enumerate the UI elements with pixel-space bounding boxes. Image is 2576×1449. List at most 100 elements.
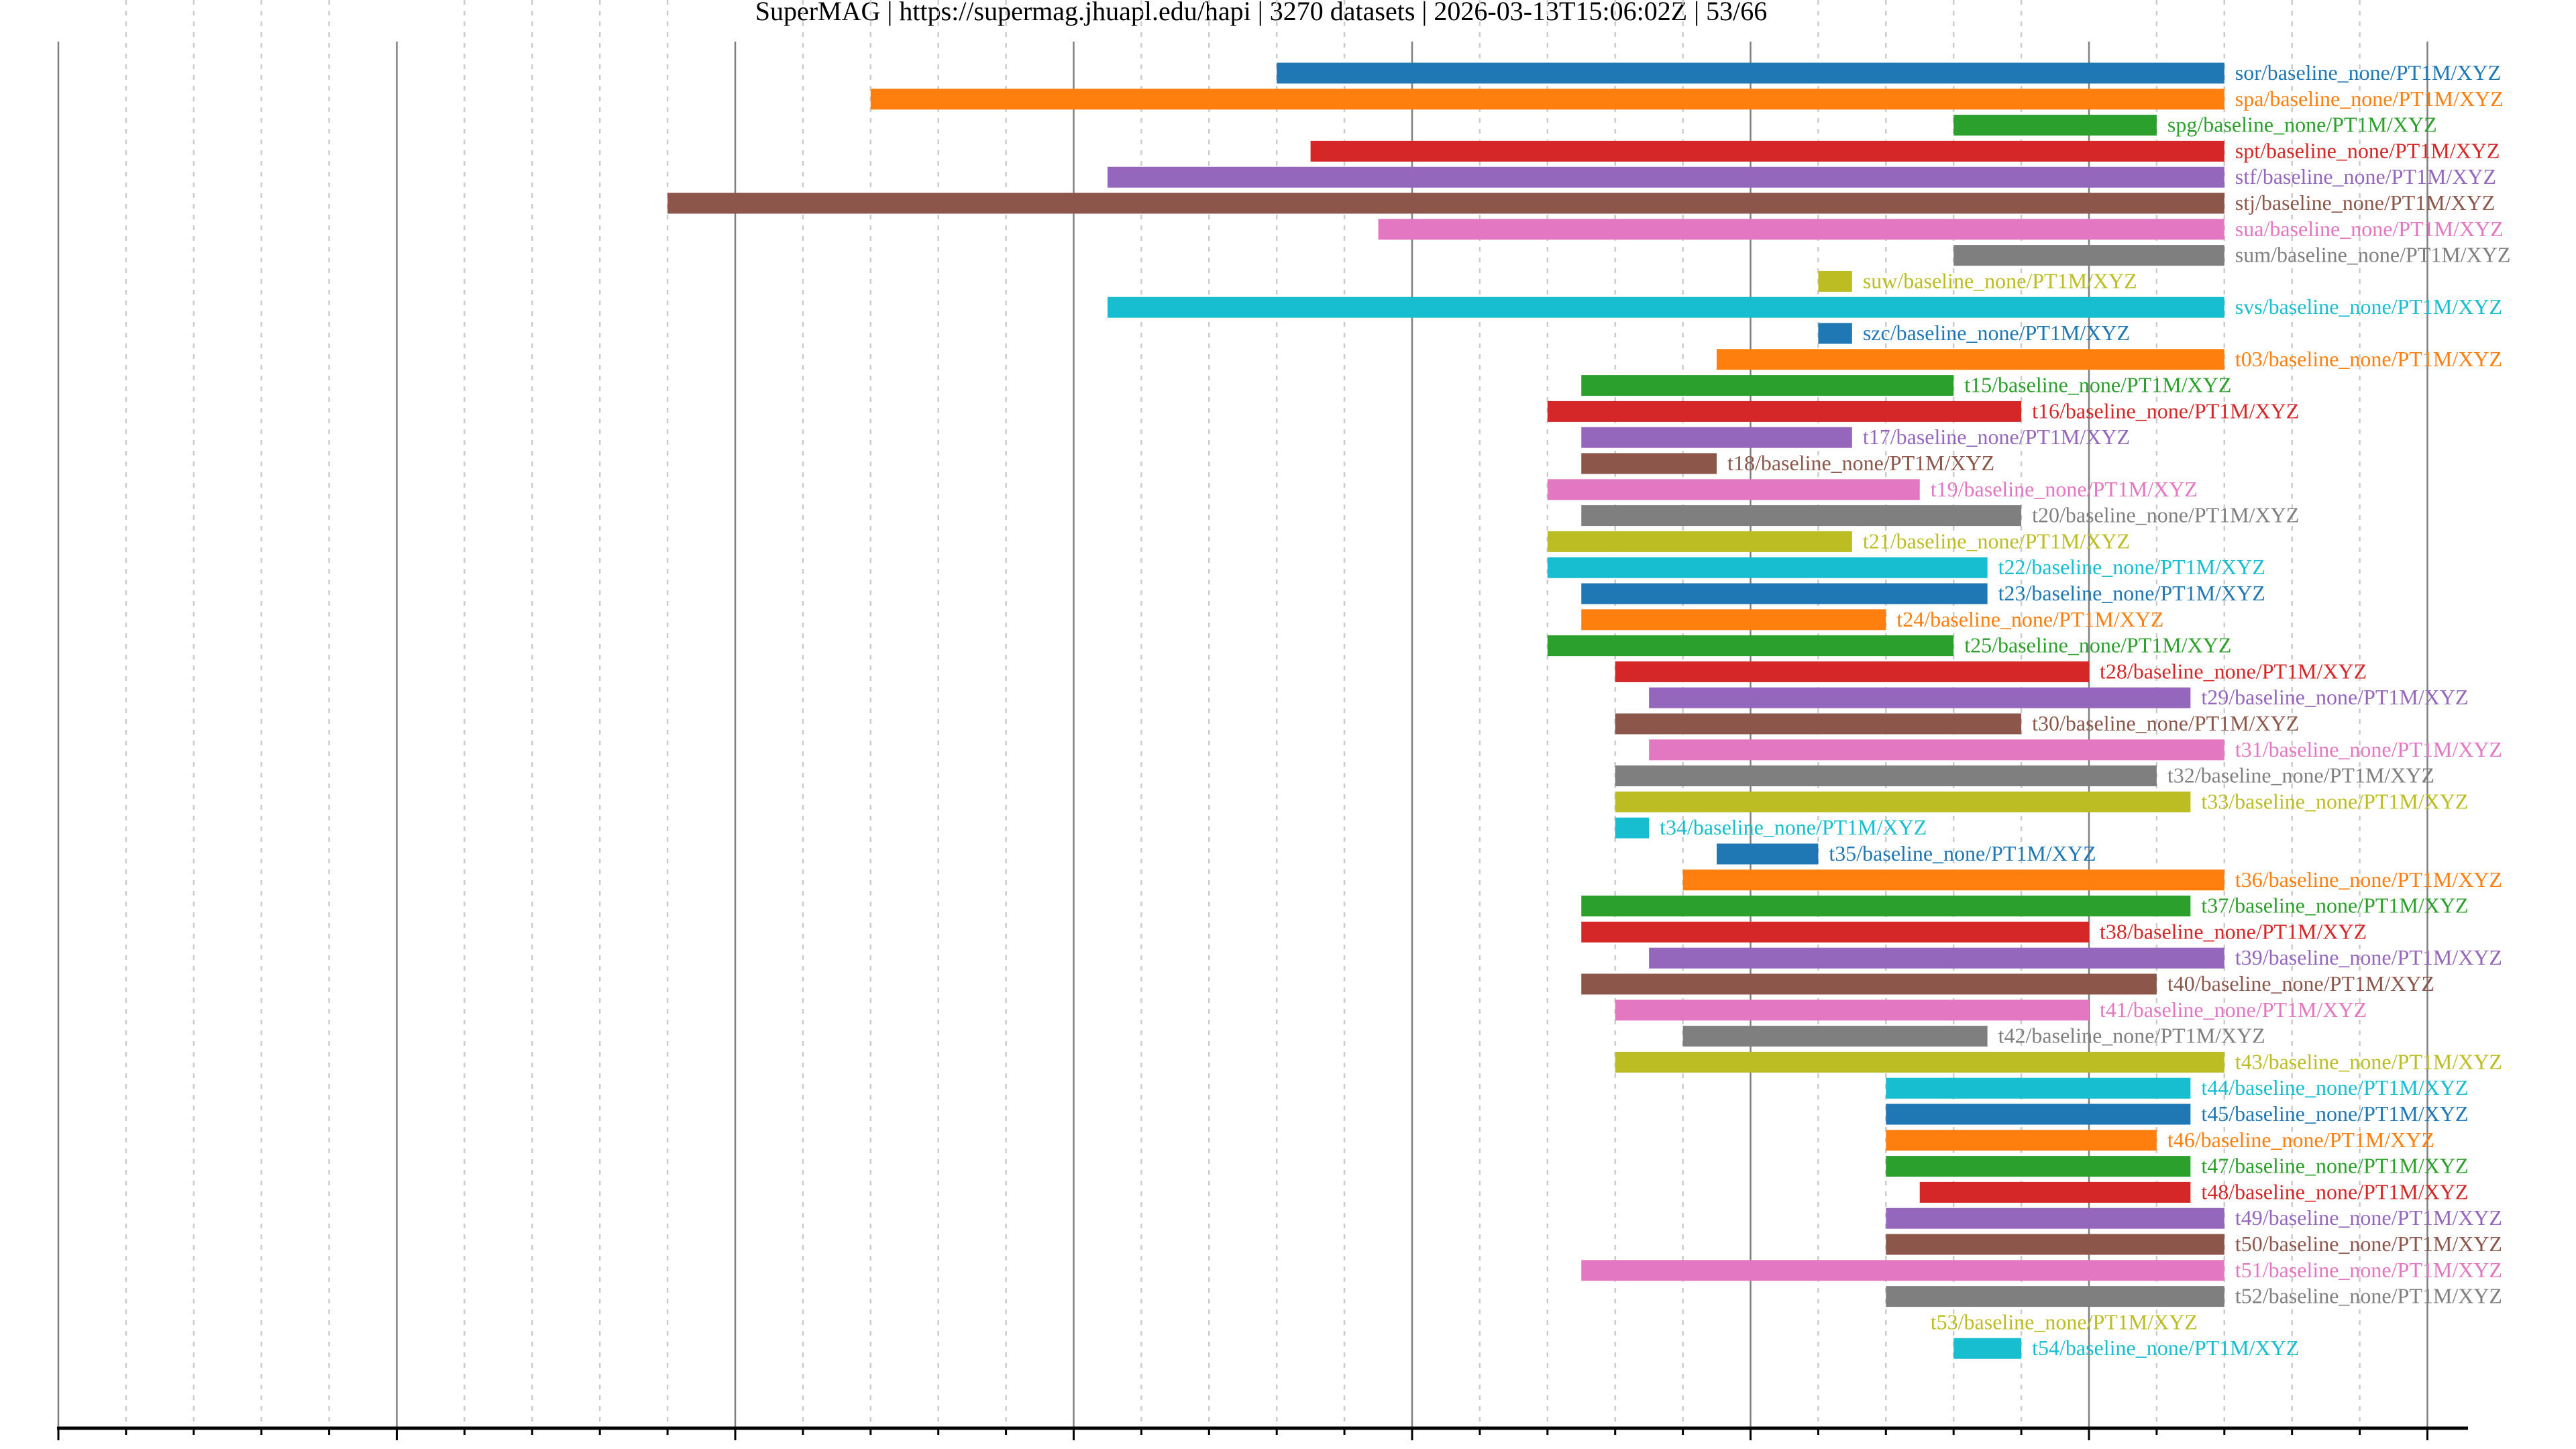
bar-label: t34/baseline_none/PT1M/XYZ <box>1660 815 1927 839</box>
timeline-bar <box>1277 62 2224 84</box>
bar-label: spa/baseline_none/PT1M/XYZ <box>2235 87 2504 111</box>
bar-label: stf/baseline_none/PT1M/XYZ <box>2235 164 2496 189</box>
bar-label: svs/baseline_none/PT1M/XYZ <box>2235 294 2502 319</box>
timeline-bar <box>1581 921 2089 943</box>
timeline-bar <box>1107 166 2224 188</box>
timeline-bar <box>1818 323 1852 344</box>
bar-label: t18/baseline_none/PT1M/XYZ <box>1727 451 1994 475</box>
bar-label: t25/baseline_none/PT1M/XYZ <box>1964 633 2231 657</box>
bar-label: t43/baseline_none/PT1M/XYZ <box>2235 1049 2502 1073</box>
timeline-bar <box>1547 635 1954 657</box>
bar-label: t19/baseline_none/PT1M/XYZ <box>1931 477 2198 501</box>
bar-label: t47/baseline_none/PT1M/XYZ <box>2201 1154 2468 1178</box>
bar-label: t52/baseline_none/PT1M/XYZ <box>2235 1284 2502 1308</box>
x-tick-label: 2030 <box>2402 1445 2453 1449</box>
timeline-bar <box>1581 609 1886 631</box>
x-tick-label: 1990 <box>1049 1445 1099 1449</box>
bar-label: t42/baseline_none/PT1M/XYZ <box>1998 1024 2265 1048</box>
timeline-bar <box>1717 843 1819 865</box>
bar-label: sor/baseline_none/PT1M/XYZ <box>2235 60 2501 85</box>
x-tick-label: 1960 <box>33 1445 84 1449</box>
timeline-bar <box>1310 140 2224 162</box>
bar-label: t50/baseline_none/PT1M/XYZ <box>2235 1232 2502 1256</box>
bar-label: stj/baseline_none/PT1M/XYZ <box>2235 191 2496 215</box>
bar-label: t44/baseline_none/PT1M/XYZ <box>2201 1075 2468 1099</box>
timeline-bar <box>1615 817 1650 839</box>
timeline-bar <box>1581 453 1717 474</box>
bar-label: suw/baseline_none/PT1M/XYZ <box>1863 268 2137 292</box>
bar-label: t15/baseline_none/PT1M/XYZ <box>1964 373 2231 397</box>
timeline-bar <box>1581 1260 2224 1281</box>
bar-label: t33/baseline_none/PT1M/XYZ <box>2201 789 2468 813</box>
bar-label: spg/baseline_none/PT1M/XYZ <box>2167 113 2437 137</box>
x-tick-label: 2010 <box>1725 1445 1776 1449</box>
bar-label: t41/baseline_none/PT1M/XYZ <box>2100 998 2367 1022</box>
bar-label: t53/baseline_none/PT1M/XYZ <box>1931 1309 2198 1334</box>
timeline-bar <box>1107 297 2224 318</box>
x-tick-label: 1980 <box>710 1445 761 1449</box>
bar-label: t32/baseline_none/PT1M/XYZ <box>2167 763 2434 788</box>
timeline-bar <box>1581 583 1988 604</box>
bar-label: t45/baseline_none/PT1M/XYZ <box>2201 1102 2468 1126</box>
bar-label: t38/baseline_none/PT1M/XYZ <box>2100 919 2367 943</box>
bar-label: t23/baseline_none/PT1M/XYZ <box>1998 581 2265 605</box>
bar-label: t03/baseline_none/PT1M/XYZ <box>2235 347 2502 371</box>
timeline-bar <box>1547 400 2022 422</box>
bars <box>667 62 2224 1359</box>
timeline-bar <box>1649 739 2224 761</box>
bar-label: t29/baseline_none/PT1M/XYZ <box>2201 685 2468 709</box>
bar-label: t22/baseline_none/PT1M/XYZ <box>1998 555 2265 579</box>
timeline-bar <box>1547 531 1852 552</box>
timeline-bar <box>1581 505 2022 527</box>
bar-label: t46/baseline_none/PT1M/XYZ <box>2167 1128 2434 1152</box>
timeline-bar <box>1886 1130 2157 1151</box>
bar-label: sua/baseline_none/PT1M/XYZ <box>2235 217 2504 241</box>
timeline-bar <box>667 193 2224 214</box>
timeline-bar <box>1886 1208 2224 1229</box>
timeline-bar <box>1581 427 1852 448</box>
bar-label: t17/baseline_none/PT1M/XYZ <box>1863 425 2130 449</box>
timeline-bar <box>1615 713 2022 735</box>
x-tick-label: 2000 <box>1387 1445 1438 1449</box>
timeline-bar <box>1378 219 2224 240</box>
timeline-bar <box>870 89 2224 110</box>
x-axis: 1960 1970 1980 1990 2000 2010 2020 2030 <box>33 1426 2469 1449</box>
bar-label: t20/baseline_none/PT1M/XYZ <box>2032 503 2299 527</box>
timeline-bar <box>1886 1156 2191 1177</box>
timeline-bar <box>1581 375 1954 396</box>
bar-label: t51/baseline_none/PT1M/XYZ <box>2235 1258 2502 1282</box>
timeline-bar <box>1953 245 2224 266</box>
bar-label: szc/baseline_none/PT1M/XYZ <box>1863 321 2130 345</box>
bar-label: t21/baseline_none/PT1M/XYZ <box>1863 529 2130 553</box>
timeline-bar <box>1615 791 2191 812</box>
timeline-bar <box>1953 115 2157 136</box>
timeline-bar <box>1615 1000 2089 1021</box>
timeline-bar <box>1886 1286 2224 1307</box>
timeline-bar <box>1649 947 2224 969</box>
timeline-bar <box>1547 479 1920 500</box>
bar-label: t24/baseline_none/PT1M/XYZ <box>1896 607 2163 631</box>
bar-label: t16/baseline_none/PT1M/XYZ <box>2032 398 2299 423</box>
timeline-bar <box>1615 661 2089 682</box>
timeline-bar <box>1682 1026 1988 1047</box>
bar-label: sum/baseline_none/PT1M/XYZ <box>2235 243 2511 267</box>
timeline-bar <box>1581 973 2157 995</box>
timeline-bar <box>1649 687 2191 708</box>
bar-label: t54/baseline_none/PT1M/XYZ <box>2032 1336 2299 1360</box>
bar-label: spt/baseline_none/PT1M/XYZ <box>2235 138 2500 162</box>
timeline-bar <box>1581 896 2191 917</box>
chart-title: SuperMAG | https://supermag.jhuapl.edu/h… <box>755 0 1768 26</box>
timeline-bar <box>1919 1181 2191 1203</box>
bar-label: t31/baseline_none/PT1M/XYZ <box>2235 737 2502 761</box>
timeline-bar <box>1682 869 2224 891</box>
bar-label: t40/baseline_none/PT1M/XYZ <box>2167 971 2434 996</box>
bar-label: t48/baseline_none/PT1M/XYZ <box>2201 1179 2468 1203</box>
bar-label: t28/baseline_none/PT1M/XYZ <box>2100 659 2367 683</box>
timeline-bar <box>1886 1104 2191 1125</box>
timeline-bar <box>1886 1077 2191 1099</box>
bar-label: t49/baseline_none/PT1M/XYZ <box>2235 1205 2502 1230</box>
timeline-bar <box>1547 557 1988 578</box>
timeline-bar <box>1818 270 1852 292</box>
timeline-bar <box>1615 765 2157 787</box>
